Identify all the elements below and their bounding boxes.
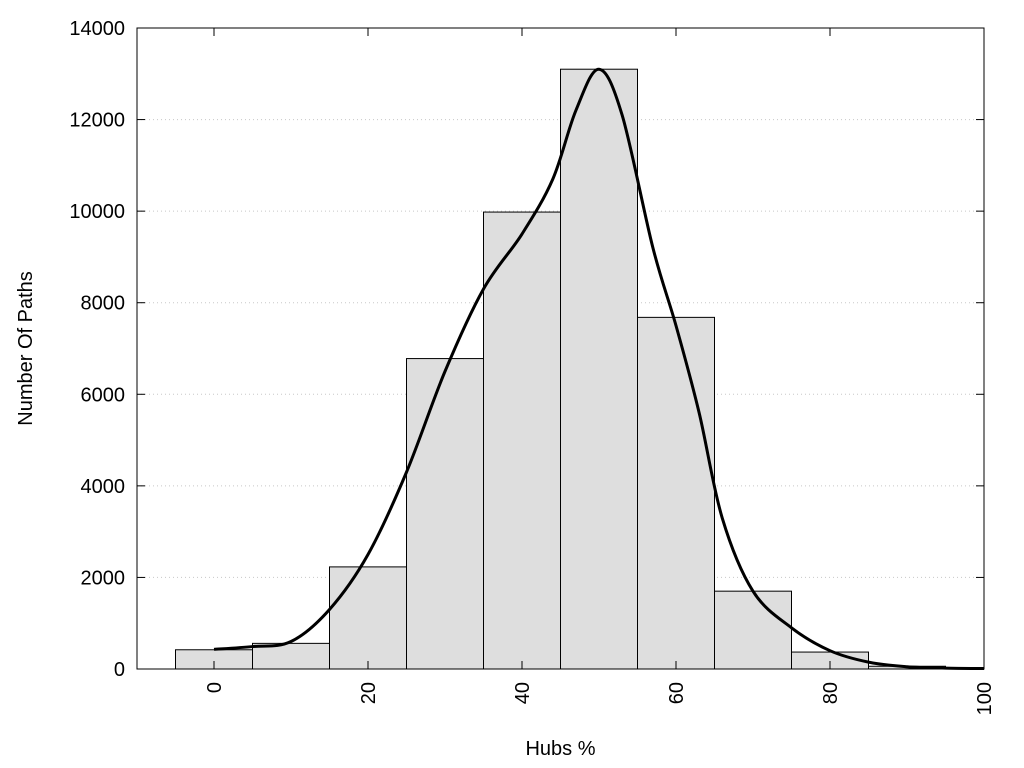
y-tick-label: 6000 [81,384,126,406]
x-axis-label: Hubs % [525,738,595,760]
y-tick-label: 10000 [69,201,125,223]
x-axis-ticks: 0 20 40 60 80 100 [204,28,996,715]
histogram-bar [329,566,407,670]
x-tick-label: 80 [820,682,842,704]
histogram-bar [714,590,792,670]
x-tick-label: 20 [358,682,380,704]
y-tick-label: 0 [114,659,125,681]
y-axis-label: Number Of Paths [15,271,37,426]
histogram-bar [483,211,561,670]
density-curve [213,67,985,671]
x-tick-label: 40 [512,682,534,704]
y-tick-label: 8000 [81,293,126,315]
x-tick-label: 0 [204,682,226,693]
y-tick-label: 4000 [81,476,126,498]
plot-frame [136,27,985,670]
x-tick-label: 60 [666,682,688,704]
histogram-bar [406,358,484,670]
x-tick-label: 100 [974,682,996,715]
y-tick-label: 12000 [69,110,125,132]
histogram-bar [560,68,638,670]
histogram-bar [252,642,330,670]
histogram-bar [637,316,715,670]
y-tick-label: 2000 [81,567,126,589]
y-axis-ticks: 0 2000 4000 6000 8000 10000 12000 14000 [69,18,984,681]
y-tick-label: 14000 [69,18,125,40]
histogram-bars [175,68,946,670]
